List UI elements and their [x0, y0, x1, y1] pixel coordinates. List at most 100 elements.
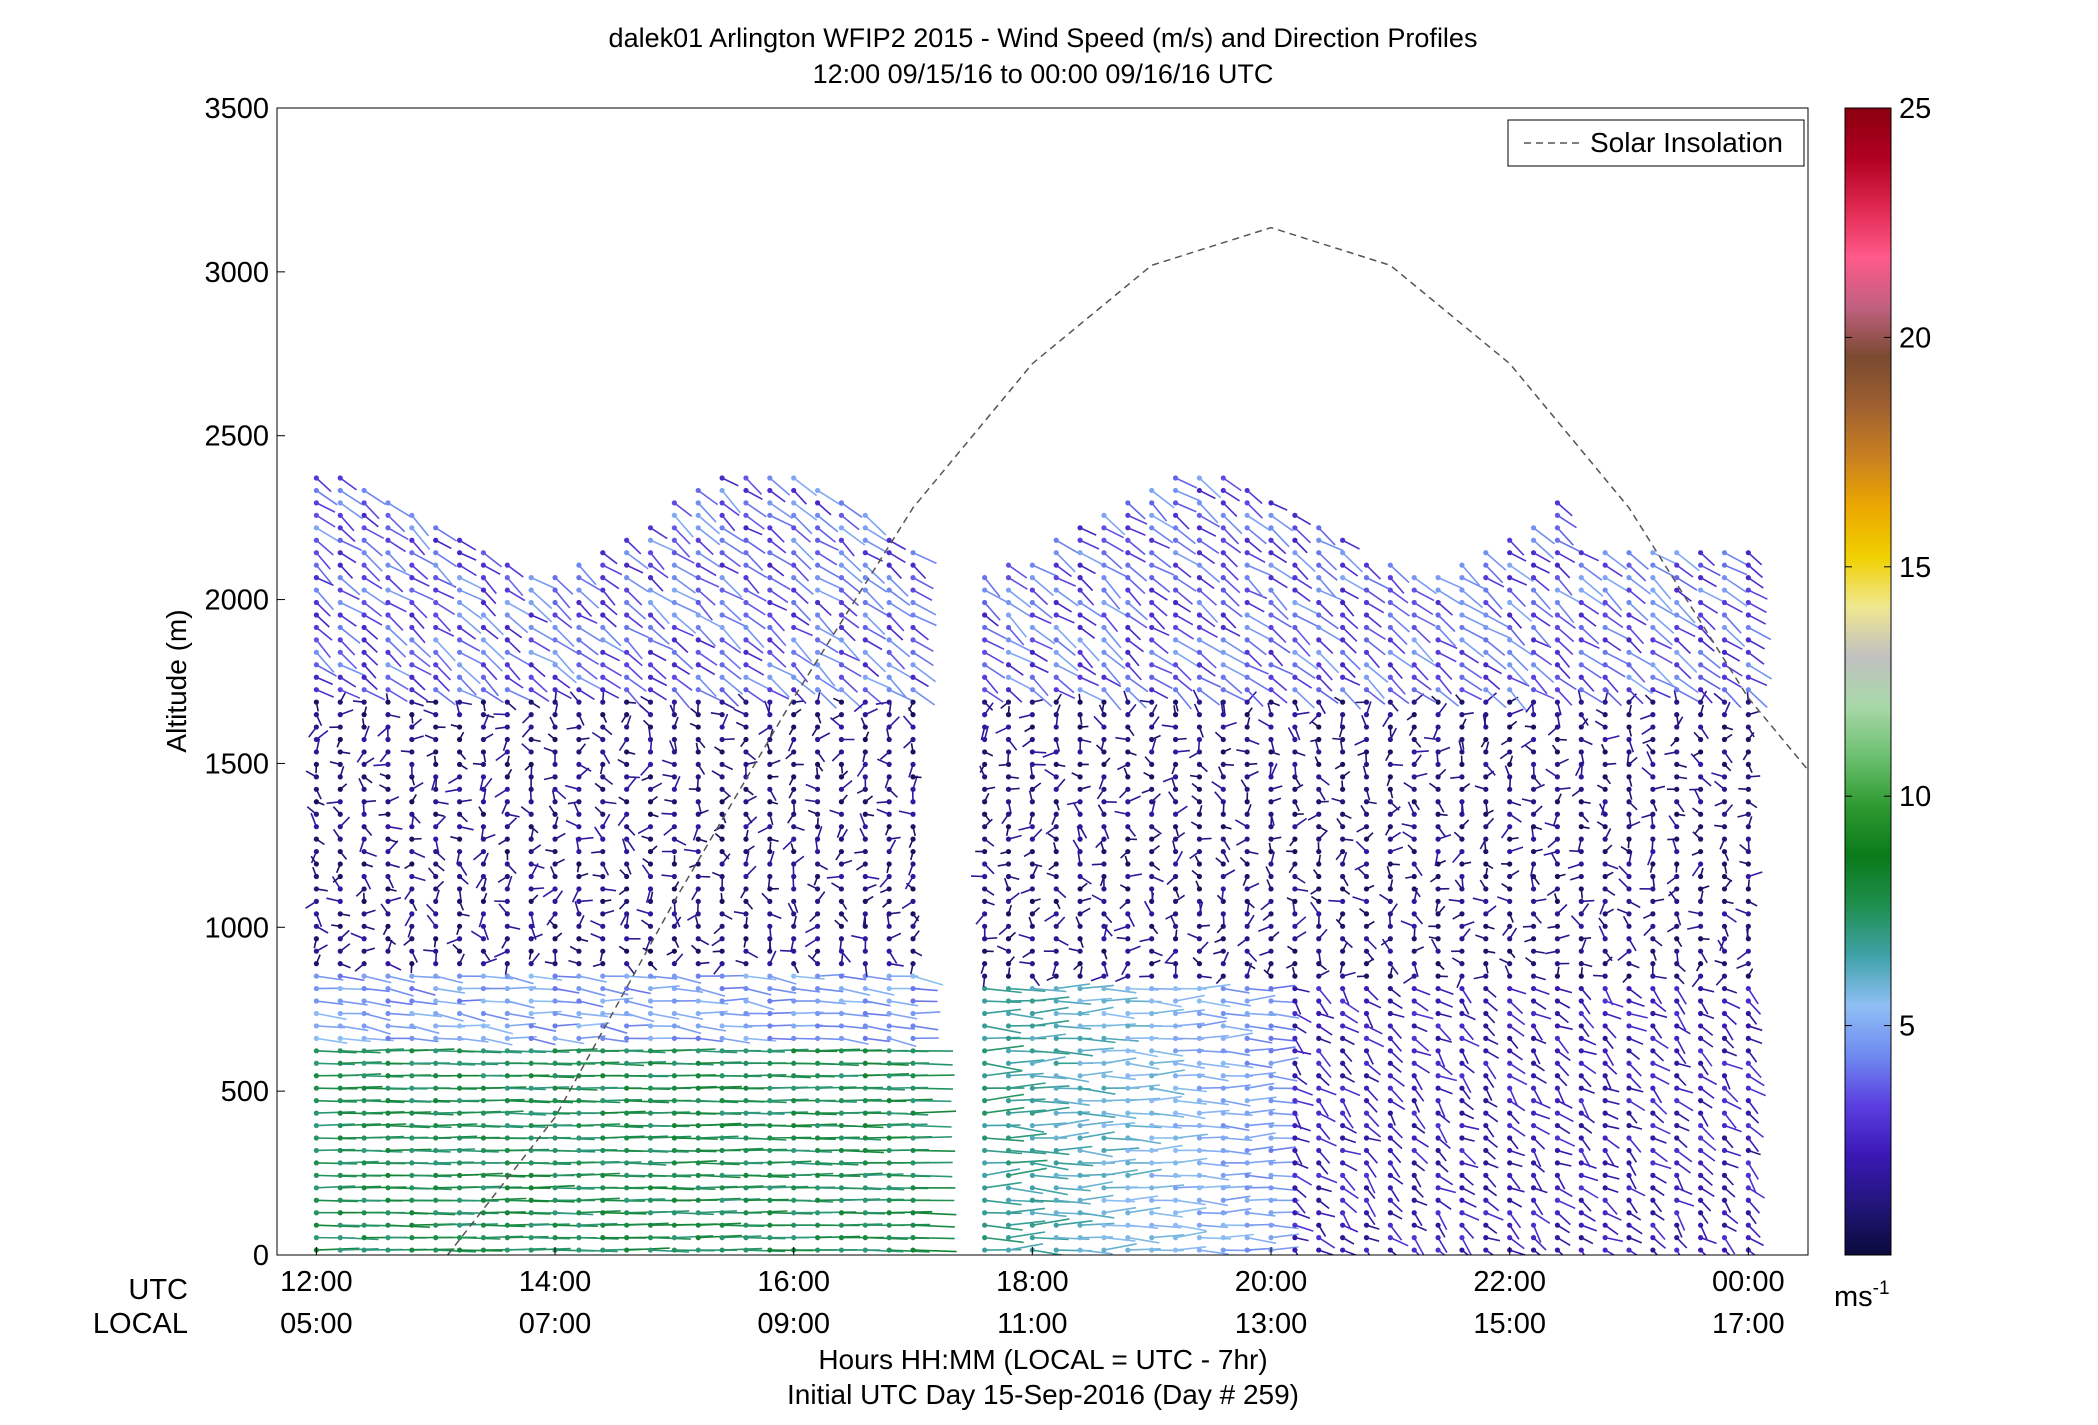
wind-barb — [1044, 911, 1059, 922]
y-tick-label: 500 — [221, 1076, 269, 1108]
wind-barb — [1650, 1073, 1670, 1085]
wind-barb — [569, 691, 582, 705]
wind-barb — [1507, 575, 1528, 586]
wind-barb — [647, 1110, 691, 1116]
wind-barb — [1435, 961, 1445, 971]
wind-barb — [690, 944, 701, 954]
wind-barb — [409, 637, 432, 658]
wind-barb — [910, 973, 944, 986]
wind-barb — [1073, 802, 1083, 817]
wind-barb — [1286, 848, 1298, 855]
wind-barb — [409, 1023, 440, 1035]
wind-barb — [1721, 1185, 1736, 1198]
wind-barb — [1578, 1122, 1593, 1134]
wind-barb — [1554, 736, 1567, 743]
wind-barb — [743, 624, 765, 649]
wind-barb — [504, 637, 521, 654]
wind-barb — [424, 734, 439, 743]
wind-barb — [433, 880, 445, 892]
wind-barb — [1692, 807, 1704, 817]
wind-barb — [1029, 1033, 1066, 1041]
wind-barb — [996, 945, 1012, 954]
wind-barb — [385, 687, 408, 703]
wind-barb — [624, 612, 644, 629]
wind-barb — [409, 948, 419, 963]
wind-barb — [1077, 711, 1083, 725]
wind-barb — [385, 512, 406, 533]
wind-barb — [1077, 882, 1088, 892]
wind-barb — [743, 985, 772, 996]
wind-barb — [1602, 1210, 1622, 1221]
wind-barb — [735, 721, 749, 730]
wind-barb — [1196, 550, 1216, 565]
wind-barb — [1316, 1073, 1330, 1087]
wind-barb — [1459, 1122, 1480, 1131]
wind-barb — [358, 778, 367, 792]
wind-barb — [576, 711, 585, 726]
wind-barb — [1018, 711, 1035, 719]
wind-barb — [1363, 985, 1379, 1001]
wind-barb — [1497, 896, 1513, 904]
wind-barb — [504, 1048, 546, 1054]
wind-barb — [695, 873, 711, 880]
wind-barb — [1361, 715, 1370, 730]
wind-barb — [1046, 872, 1059, 880]
wind-barb — [1626, 1185, 1646, 1197]
wind-barb — [1292, 550, 1316, 573]
wind-barb — [1217, 766, 1226, 780]
wind-barb — [1578, 736, 1593, 746]
wind-barb — [385, 861, 400, 869]
wind-barb — [576, 1022, 610, 1029]
wind-barb — [456, 687, 485, 702]
wind-barb — [600, 599, 618, 616]
wind-barb — [1459, 612, 1488, 628]
wind-barb — [404, 861, 415, 870]
wind-barb — [361, 662, 377, 679]
wind-barb — [1101, 624, 1122, 649]
wind-barb — [337, 1098, 381, 1104]
wind-barb — [982, 1093, 1025, 1104]
wind-barb — [1554, 1247, 1564, 1255]
wind-barb — [862, 637, 883, 651]
wind-barb — [409, 873, 426, 882]
wind-barb — [1000, 848, 1012, 855]
wind-barb — [528, 587, 553, 610]
wind-barb — [480, 1122, 524, 1129]
wind-barb — [1213, 948, 1226, 955]
wind-barb — [480, 1010, 509, 1021]
wind-barb — [1721, 701, 1731, 718]
wind-barb — [624, 537, 642, 555]
wind-barb — [385, 662, 414, 679]
wind-barb — [1650, 1147, 1668, 1163]
wind-barb — [528, 1085, 570, 1091]
wind-barb — [838, 948, 852, 963]
wind-barb — [1097, 804, 1107, 817]
wind-barb — [1220, 624, 1241, 637]
wind-barb — [1005, 1035, 1047, 1041]
wind-barb — [337, 749, 351, 755]
wind-barb — [1005, 956, 1015, 967]
wind-barb — [1674, 811, 1686, 817]
wind-barb — [1650, 649, 1673, 664]
wind-barb — [807, 883, 821, 892]
wind-barb — [695, 500, 717, 523]
colorbar-unit: ms-1 — [1834, 1278, 1890, 1313]
wind-barb — [644, 936, 654, 952]
wind-barb — [1554, 1147, 1573, 1156]
wind-barb — [332, 806, 343, 817]
wind-barb — [1554, 758, 1569, 768]
wind-barb — [1569, 848, 1584, 855]
wind-barb — [1626, 1035, 1644, 1046]
wind-barb — [695, 774, 701, 789]
wind-barb — [910, 1035, 939, 1041]
wind-barb — [1602, 1172, 1620, 1180]
wind-barb — [433, 1010, 464, 1022]
wind-barb — [886, 728, 892, 743]
wind-barb — [498, 903, 510, 917]
wind-barb — [337, 1247, 379, 1253]
wind-barb — [1340, 1035, 1355, 1046]
wind-barb — [862, 811, 875, 817]
wind-barb — [714, 746, 725, 755]
wind-barb — [1029, 1185, 1069, 1196]
wind-barb — [1266, 879, 1274, 892]
